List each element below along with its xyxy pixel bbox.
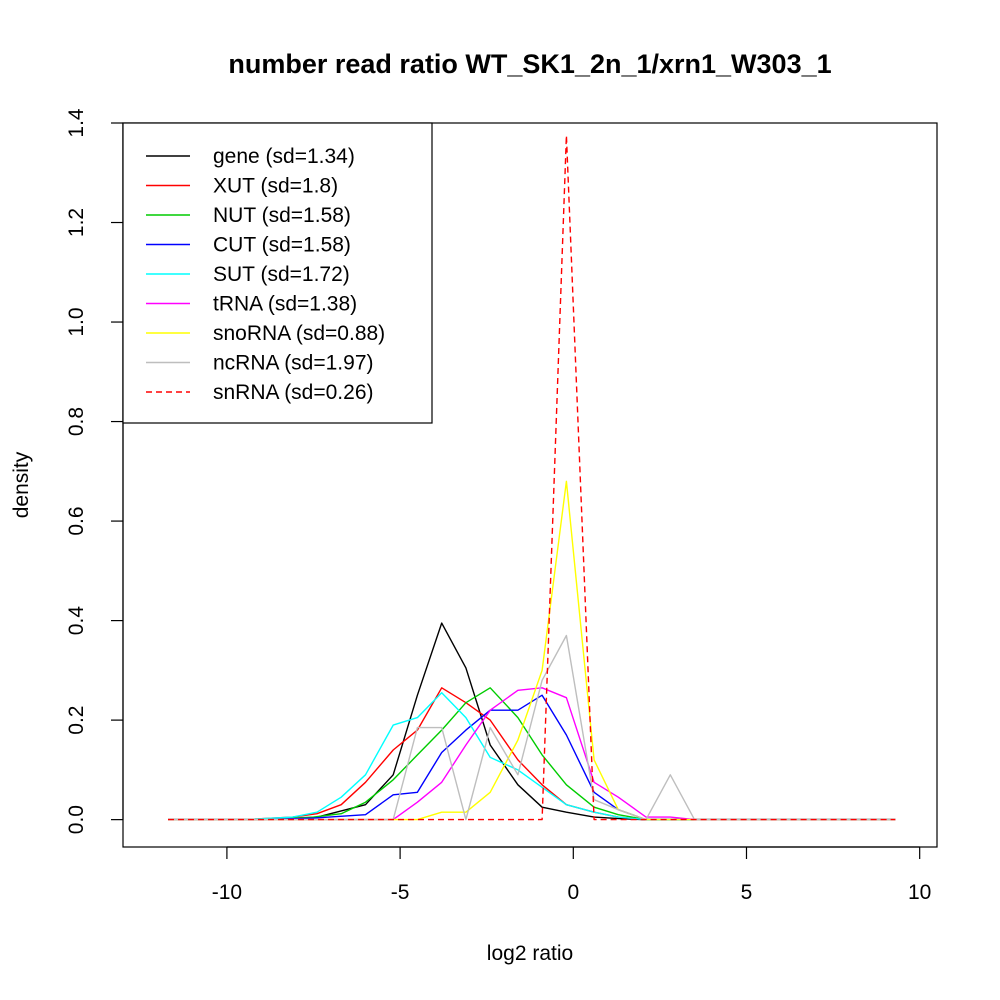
legend-label: NUT (sd=1.58) (213, 204, 351, 227)
y-tick-label: 1.0 (65, 307, 88, 336)
plot-area (168, 134, 896, 821)
legend-label: snoRNA (sd=0.88) (213, 322, 385, 345)
x-tick-label: 0 (567, 881, 579, 904)
legend-box (122, 122, 433, 424)
y-tick-label: 1.4 (65, 108, 88, 138)
legend-label: tRNA (sd=1.38) (213, 293, 357, 316)
x-tick-label: 5 (741, 881, 753, 904)
y-axis-label: density (10, 451, 33, 518)
series-line (168, 694, 896, 821)
x-tick-label: -10 (212, 881, 242, 904)
legend: gene (sd=1.34) XUT (sd=1.8) NUT (sd=1.58) C… (122, 122, 433, 424)
x-tick-label: -5 (391, 881, 410, 904)
series-line (168, 134, 896, 821)
series-line (168, 687, 896, 821)
y-tick-label: 0.8 (65, 407, 88, 436)
series-line (168, 692, 896, 821)
legend-label: snRNA (sd=0.26) (213, 381, 374, 404)
series-line (168, 634, 896, 821)
chart-title: number read ratio WT_SK1_2n_1/xrn1_W303_… (228, 49, 831, 79)
y-tick-label: 0.4 (65, 606, 88, 636)
legend-label: ncRNA (sd=1.97) (213, 352, 374, 375)
legend-label: SUT (sd=1.72) (213, 263, 350, 286)
y-tick-label: 0.6 (65, 506, 88, 535)
x-tick-label: 10 (908, 881, 931, 904)
y-tick-label: 0.0 (65, 805, 88, 834)
axes: -10 -5 0 5 10 0.0 0.2 0.4 0.6 0.8 1.0 1.2 1.4 (65, 108, 938, 904)
y-tick-label: 0.2 (65, 706, 88, 735)
legend-label: gene (sd=1.34) (213, 145, 355, 168)
series-line (168, 687, 896, 821)
legend-label: XUT (sd=1.8) (213, 175, 338, 198)
x-axis-label: log2 ratio (487, 942, 573, 965)
y-tick-label: 1.2 (65, 208, 88, 237)
legend-label: CUT (sd=1.58) (213, 234, 351, 257)
